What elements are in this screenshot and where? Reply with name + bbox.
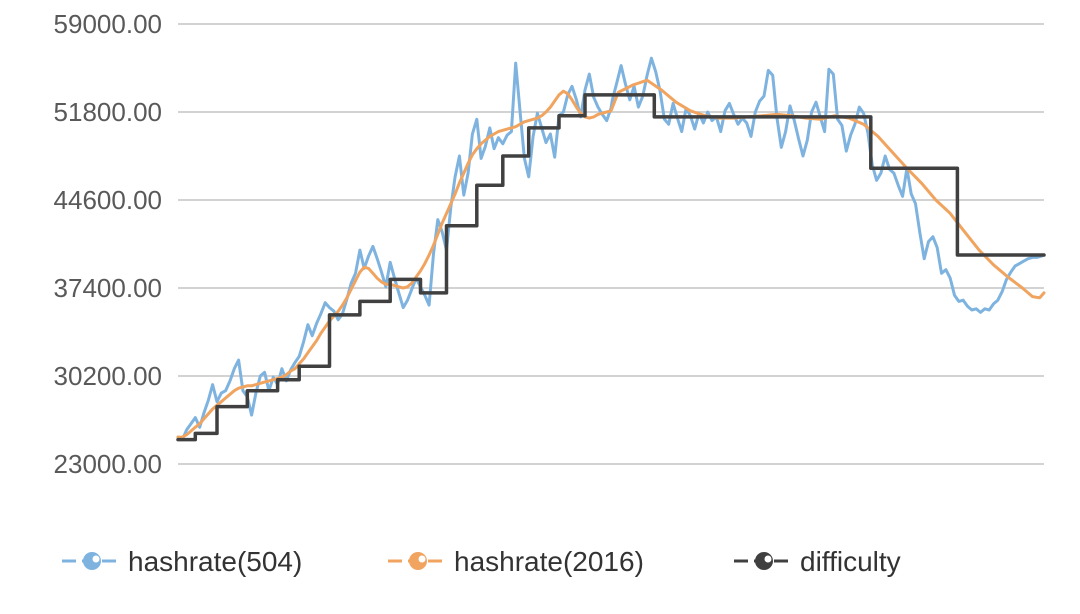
y-tick-label: 23000.00 [54, 449, 162, 479]
y-tick-label: 30200.00 [54, 361, 162, 391]
legend: hashrate(504) hashrate(2016) difficulty [62, 546, 901, 577]
legend-marker-highlight [92, 555, 100, 563]
legend-marker-highlight [764, 555, 772, 563]
series-lines [176, 56, 1046, 442]
gridlines [178, 23, 1044, 465]
y-tick-label: 44600.00 [54, 185, 162, 215]
legend-item: difficulty [734, 546, 901, 577]
legend-marker-highlight [418, 555, 426, 563]
y-axis-ticks: 59000.00 51800.00 44600.00 37400.00 30200.00… [54, 9, 162, 479]
legend-item: hashrate(504) [62, 546, 302, 577]
legend-item: hashrate(2016) [388, 546, 644, 577]
y-tick-label: 51800.00 [54, 97, 162, 127]
series-line-hashrate-2016 [176, 78, 1046, 439]
series-line-hashrate-504 [176, 56, 1046, 442]
legend-label: hashrate(504) [128, 546, 302, 577]
y-tick-label: 59000.00 [54, 9, 162, 39]
y-tick-label: 37400.00 [54, 273, 162, 303]
series-line-difficulty [176, 93, 1046, 442]
legend-label: difficulty [800, 546, 901, 577]
legend-label: hashrate(2016) [454, 546, 644, 577]
